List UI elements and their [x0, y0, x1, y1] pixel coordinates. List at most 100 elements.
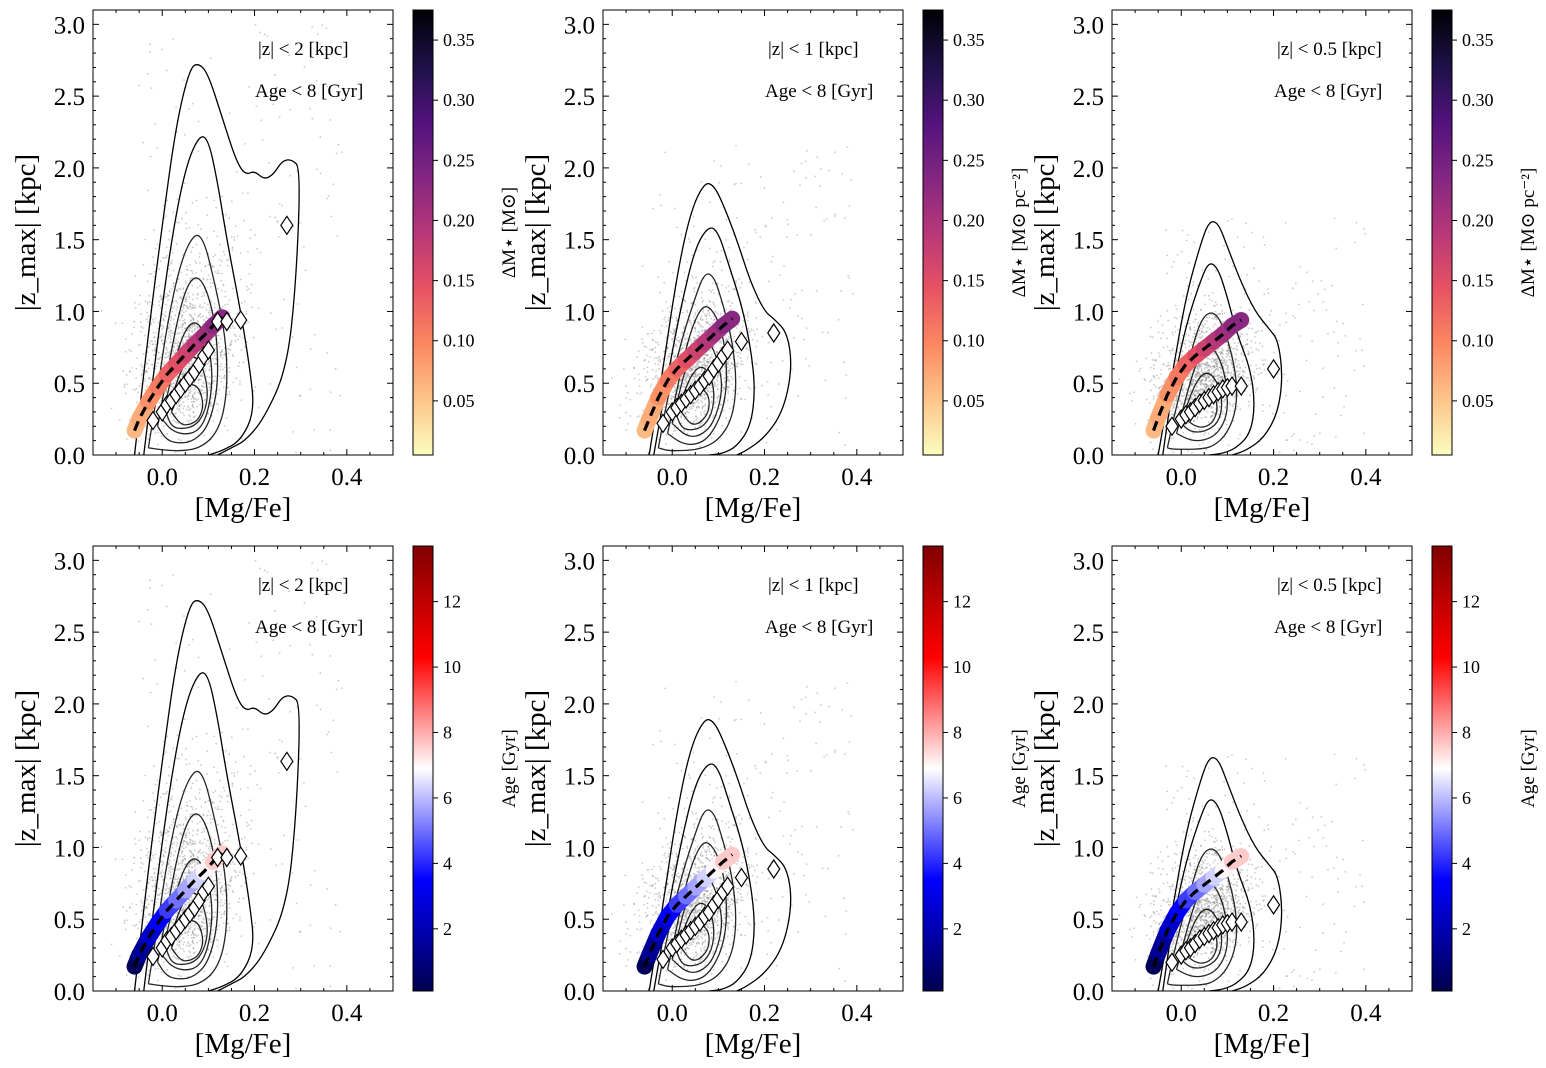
top-left-star-point — [176, 333, 179, 335]
top-left-star-point — [162, 325, 165, 327]
top-middle-star-point — [656, 356, 658, 359]
top-middle-star-point — [726, 363, 729, 366]
top-left-star-point — [146, 362, 149, 365]
top-middle-star-point — [755, 302, 758, 304]
top-left-star-point — [208, 309, 211, 312]
top-right-star-point — [1203, 367, 1206, 370]
top-left-star-point — [153, 349, 156, 352]
top-right-star-point — [1219, 376, 1222, 379]
top-middle-star-point — [718, 341, 721, 344]
top-middle-star-point — [695, 363, 698, 365]
top-middle-star-point — [708, 314, 711, 317]
top-left-star-point — [220, 363, 222, 366]
top-middle-star-point — [679, 349, 682, 352]
top-left-star-point — [264, 33, 266, 36]
top-middle-star-point — [667, 307, 669, 309]
top-middle-star-point — [679, 338, 682, 341]
top-right-star-point — [1194, 375, 1197, 378]
top-middle-star-point — [678, 385, 681, 387]
top-middle-star-point — [710, 291, 713, 293]
top-right-star-point — [1180, 315, 1183, 318]
top-left-star-point — [218, 375, 221, 378]
top-right-star-point — [1291, 287, 1294, 290]
top-middle-star-point — [656, 341, 659, 344]
top-middle-star-point — [665, 433, 668, 436]
top-middle-star-point — [730, 362, 733, 364]
top-right-star-point — [1278, 323, 1281, 326]
top-middle-star-point — [716, 378, 718, 381]
top-right-star-point — [1183, 386, 1186, 389]
top-right-star-point — [1285, 321, 1287, 324]
top-middle-star-point — [695, 415, 697, 417]
top-left-star-point — [165, 292, 168, 295]
top-middle-star-point — [703, 410, 705, 413]
top-middle-star-point — [755, 231, 758, 234]
top-middle-star-point — [728, 258, 731, 261]
top-left-star-point — [192, 317, 194, 320]
top-middle-star-point — [699, 324, 702, 327]
top-right-star-point — [1190, 343, 1193, 346]
top-right-star-point — [1254, 331, 1257, 334]
top-left-star-point — [130, 350, 132, 353]
top-left-star-point — [196, 319, 199, 322]
top-middle-star-point — [735, 182, 737, 185]
top-middle-star-point — [664, 320, 667, 323]
top-middle-star-point — [700, 180, 703, 183]
top-middle-star-point — [767, 341, 770, 344]
top-middle-star-point — [665, 300, 668, 303]
top-right-star-point — [1216, 363, 1219, 365]
top-left-star-point — [220, 337, 223, 340]
top-left-y-tick-label: 2.5 — [54, 84, 85, 111]
top-middle-star-point — [706, 364, 709, 367]
top-left-star-point — [165, 347, 168, 350]
top-left-star-point — [208, 368, 211, 371]
top-left-star-point — [189, 326, 191, 328]
top-right-star-point — [1247, 377, 1249, 379]
top-left-star-point — [289, 108, 292, 111]
top-right-star-point — [1216, 348, 1219, 351]
top-left-colorbar-tick-label: 0.10 — [443, 331, 475, 351]
top-middle-star-point — [671, 338, 674, 341]
top-left-star-point — [160, 340, 163, 342]
top-right-star-point — [1207, 365, 1209, 368]
top-left-star-point — [202, 392, 205, 394]
top-right-star-point — [1203, 363, 1206, 365]
top-right-star-point — [1258, 367, 1261, 370]
top-left-star-point — [146, 362, 148, 365]
top-middle-star-point — [646, 366, 649, 369]
top-left-star-point — [276, 221, 279, 223]
top-left-diamonds — [146, 215, 294, 431]
top-right-star-point — [1194, 390, 1196, 393]
top-middle-star-point — [728, 372, 731, 375]
top-right-star-point — [1215, 375, 1218, 378]
top-middle-star-point — [672, 395, 675, 398]
top-middle-star-point — [646, 333, 649, 335]
top-right-star-point — [1212, 313, 1214, 316]
top-middle-star-point — [844, 397, 847, 400]
top-right-star-point — [1185, 333, 1188, 336]
top-left-star-point — [189, 326, 192, 329]
top-right-star-point — [1177, 328, 1179, 331]
top-right-star-point — [1214, 316, 1217, 319]
top-right-star-point — [1219, 366, 1221, 369]
top-middle-star-point — [693, 366, 696, 368]
top-right-star-point — [1205, 416, 1208, 419]
top-right-star-point — [1308, 300, 1311, 303]
top-middle-star-point — [852, 292, 854, 295]
top-middle-star-point — [739, 352, 741, 355]
top-right-star-point — [1255, 331, 1258, 334]
top-left-star-point — [217, 272, 220, 275]
top-left-star-point — [194, 415, 196, 418]
top-middle-star-point — [686, 432, 689, 435]
top-left-star-point — [187, 398, 190, 401]
top-middle-star-point — [725, 417, 727, 419]
top-left-star-point — [191, 405, 194, 408]
top-left-star-point — [172, 38, 175, 40]
top-middle-star-point — [736, 393, 739, 395]
top-middle-star-point — [625, 429, 627, 431]
top-right-star-point — [1214, 362, 1217, 364]
top-left-star-point — [207, 311, 210, 314]
top-left-star-point — [191, 395, 194, 398]
top-right-star-point — [1200, 331, 1203, 334]
top-left-star-point — [153, 229, 155, 232]
